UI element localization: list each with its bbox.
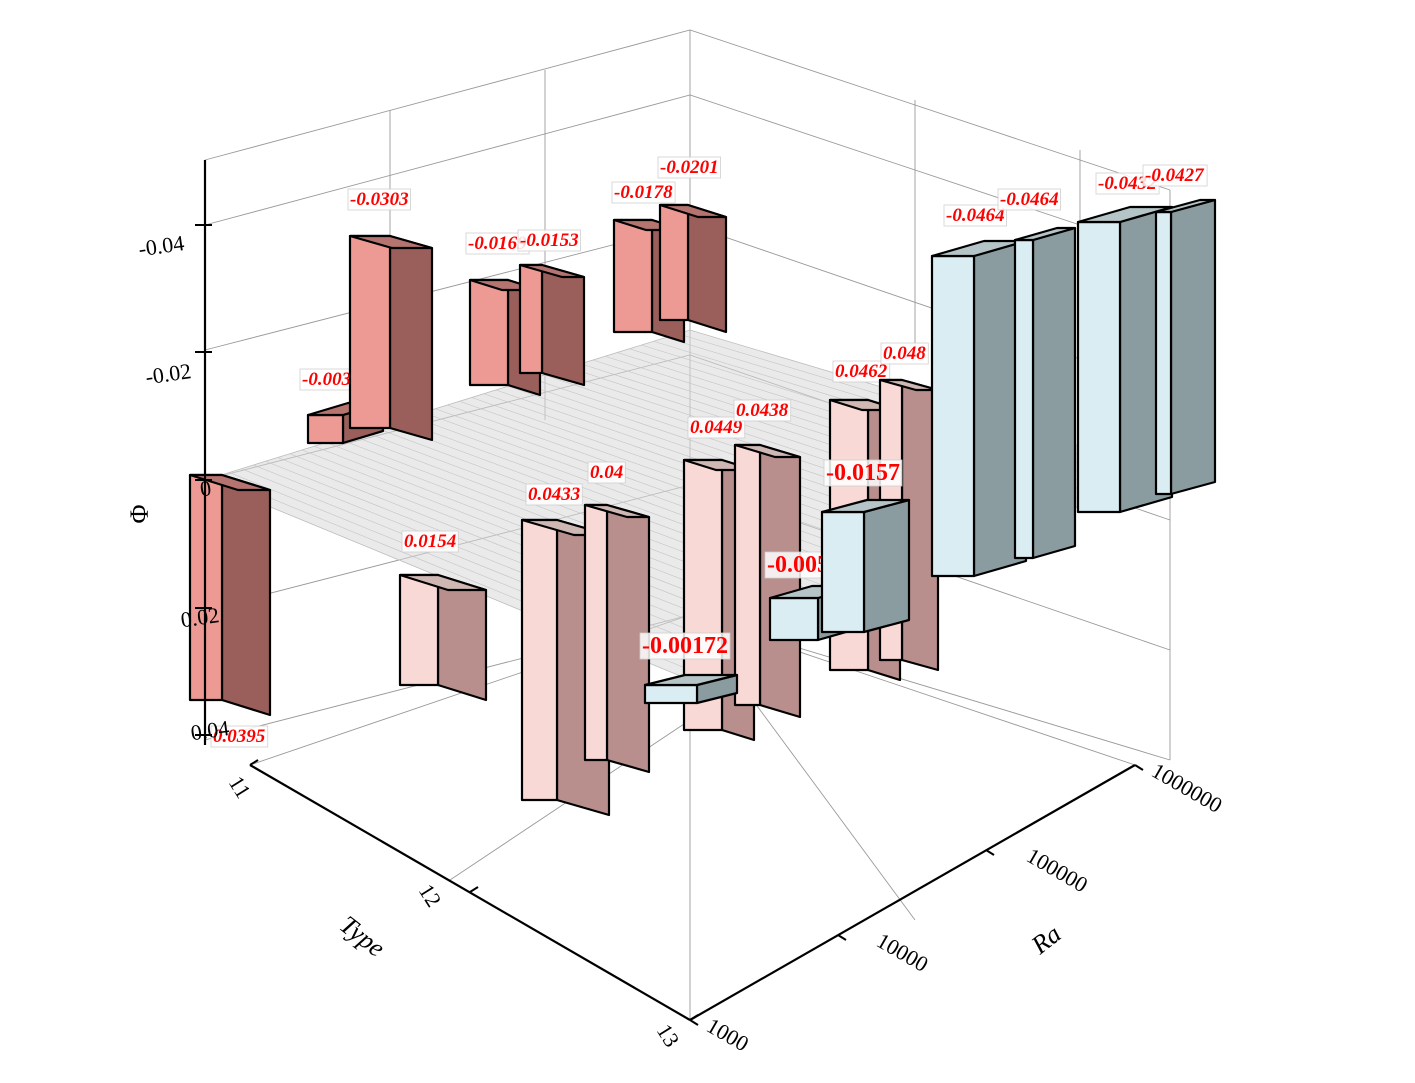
data-label: 0.0438 [736, 400, 789, 421]
bar-front-face [308, 415, 343, 443]
bar-side-face [760, 445, 800, 717]
bar [660, 205, 726, 332]
data-label: 0.048 [883, 343, 926, 364]
y-axis-ticks: 1000 10000 100000 1000000 [690, 758, 1227, 1057]
bar-front-face [822, 512, 864, 632]
bar [585, 505, 649, 772]
bar-side-face [1171, 200, 1215, 494]
data-label: -0.0464 [946, 205, 1005, 226]
x-tick-label: 12 [414, 879, 447, 911]
bar [400, 575, 486, 700]
bar [190, 475, 270, 715]
data-label: 0.0154 [404, 531, 456, 552]
bar-front-face [350, 236, 390, 428]
bar [932, 241, 1026, 576]
z-axis-label: Φ [125, 504, 154, 523]
y-tick-label: 1000000 [1148, 758, 1227, 818]
x-axis-label: Type [334, 910, 390, 963]
z-tick-label: -0.04 [137, 230, 186, 261]
bar [822, 500, 909, 632]
bar [735, 445, 800, 717]
data-label: -0.0178 [614, 182, 673, 203]
bar-front-face [400, 575, 438, 685]
data-label: 0.0462 [835, 361, 888, 382]
bar-front-face [1078, 222, 1120, 512]
bar-front-face [470, 280, 508, 385]
x-tick-label: 11 [224, 771, 256, 802]
bar-side-face [542, 265, 584, 385]
y-axis-label: Ra [1025, 919, 1066, 960]
bar-front-face [520, 265, 542, 373]
data-label: -0.0427 [1145, 165, 1205, 186]
bar-side-face [688, 205, 726, 332]
data-label: -0.0201 [660, 157, 719, 178]
bar-front-face [660, 205, 688, 320]
y-tick-label: 100000 [1023, 843, 1093, 898]
data-label: -0.00172 [642, 633, 728, 659]
x-tick-label: 13 [652, 1019, 685, 1051]
bar-front-face [770, 598, 818, 640]
bar-side-face [222, 475, 270, 715]
bar [1156, 200, 1215, 494]
bar-front-face [645, 685, 697, 703]
bar-front-face [735, 445, 760, 705]
bar-side-face [438, 575, 486, 700]
y-tick-label: 1000 [703, 1013, 754, 1057]
bar-front-face [932, 256, 974, 576]
data-label: -0.0303 [350, 189, 409, 210]
x-axis-ticks: 11 12 13 [224, 760, 698, 1051]
bar-front-face [614, 220, 652, 332]
bar-front-face [1156, 212, 1171, 494]
bar-side-face [390, 236, 432, 440]
bar-front-face [1015, 240, 1033, 558]
bar-front-face [585, 505, 607, 760]
bar [350, 236, 432, 440]
bar [1015, 228, 1075, 558]
z-tick-label: 0.02 [179, 602, 221, 632]
z-tick-label: 0.04 [189, 715, 231, 745]
data-label: -0.0153 [520, 230, 579, 251]
data-label: -0.0464 [1000, 189, 1059, 210]
z-tick-label: -0.02 [144, 358, 193, 389]
data-label: 0.04 [590, 462, 623, 483]
data-label: -0.0157 [826, 460, 900, 486]
bar-side-face [864, 500, 909, 632]
bar-front-face [522, 520, 557, 800]
data-label: 0.0433 [528, 484, 580, 505]
y-tick-label: 10000 [873, 928, 933, 977]
bar [520, 265, 584, 385]
bar-side-face [1033, 228, 1075, 558]
